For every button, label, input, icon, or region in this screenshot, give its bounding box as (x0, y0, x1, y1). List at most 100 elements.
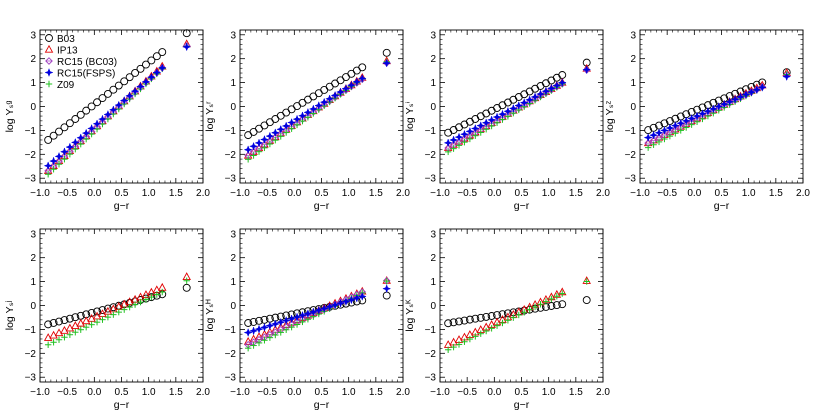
series-z09 (644, 71, 790, 151)
y-tick-label: −3 (625, 174, 637, 185)
data-point (643, 133, 653, 143)
y-tick-label: 0 (230, 102, 236, 113)
data-point (254, 324, 264, 334)
data-point (530, 92, 540, 102)
data-point (103, 89, 112, 98)
x-tick-label: 0.0 (287, 188, 301, 199)
data-point (681, 116, 691, 126)
data-point (357, 73, 367, 83)
data-point (547, 302, 556, 310)
data-point (341, 297, 351, 307)
data-point (287, 314, 297, 324)
y-tick-label: 3 (30, 30, 36, 41)
x-tick-label: 2.0 (596, 387, 610, 398)
data-point (135, 81, 146, 92)
series-rc15-fsps- (243, 284, 392, 338)
x-tick-label: 2.0 (396, 188, 410, 199)
chart-panel-6: −1.0 −0.5 0.0 0.5 1.0 1.5 2.0 −3 −2 −1 0 1 2 3 g−r log … (204, 228, 410, 411)
chart-panel-3: −1.0 −0.5 0.0 0.5 1.0 1.5 2.0 −3 −2 −1 0 1 2 3 g−r log … (404, 29, 610, 212)
x-tick-label: −1.0 (30, 188, 50, 199)
data-point (542, 79, 550, 88)
x-tick-label: 1.5 (169, 387, 183, 398)
data-point (687, 113, 697, 123)
data-point (152, 52, 161, 61)
data-point (158, 48, 167, 57)
y-tick-label: 0 (30, 102, 36, 113)
data-point (676, 118, 686, 128)
x-tick-label: 2.0 (196, 188, 210, 199)
data-point (665, 123, 675, 133)
data-point (287, 118, 297, 128)
x-tick-label: 0.5 (315, 387, 329, 398)
y-tick-label: 2 (30, 253, 36, 264)
data-point (325, 302, 335, 312)
data-point (782, 72, 792, 82)
data-point (109, 85, 118, 94)
data-point (303, 309, 313, 319)
data-point (498, 101, 507, 110)
data-point (130, 86, 140, 96)
x-tick-label: 2.0 (596, 188, 610, 199)
x-tick-label: 1.5 (169, 188, 183, 199)
y-tick-label: −1 (25, 325, 37, 336)
y-tick-label: 2 (430, 253, 436, 264)
data-point (44, 135, 53, 144)
data-point (146, 72, 156, 82)
data-point (503, 309, 512, 318)
data-point (352, 77, 362, 87)
y-tick-label: 0 (630, 102, 636, 113)
legend-label: Z09 (57, 80, 75, 91)
data-point (108, 105, 118, 115)
data-point (460, 120, 469, 129)
data-point (49, 156, 59, 166)
data-point (746, 87, 756, 97)
data-point (70, 137, 80, 147)
data-point (303, 107, 313, 117)
data-point (76, 318, 86, 327)
data-point (92, 311, 102, 320)
data-point (125, 73, 134, 82)
data-point (487, 312, 496, 320)
data-point (49, 330, 58, 339)
data-point (546, 83, 556, 93)
chart-panel-4: −1.0 −0.5 0.0 0.5 1.0 1.5 2.0 −3 −2 −1 0 1 2 3 g−r log … (604, 29, 810, 212)
data-point (493, 104, 501, 112)
data-point (531, 84, 540, 93)
legend-marker (45, 34, 53, 42)
data-point (482, 109, 491, 118)
data-point (470, 123, 480, 134)
data-point (382, 284, 392, 294)
data-point (82, 106, 91, 115)
y-tick-label: 2 (630, 54, 636, 65)
data-point (55, 127, 63, 136)
data-point (443, 138, 453, 148)
data-point (255, 316, 263, 325)
legend-label: B03 (57, 34, 75, 45)
x-tick-label: 1.0 (142, 387, 156, 398)
y-tick-label: 1 (30, 277, 36, 288)
x-tick-label: 2.0 (796, 188, 810, 199)
data-point (582, 65, 592, 75)
y-tick-label: 3 (230, 229, 236, 240)
y-tick-label: −3 (425, 373, 437, 384)
y-tick-label: 2 (430, 54, 436, 65)
data-point (455, 317, 463, 326)
x-tick-label: 0.5 (315, 188, 329, 199)
data-point (582, 296, 591, 305)
data-point (87, 314, 96, 322)
data-point (757, 82, 767, 92)
y-axis-label: log Υₛᶻ (604, 100, 616, 132)
y-tick-label: −3 (225, 373, 237, 384)
series-b03 (644, 68, 791, 135)
data-point (55, 317, 63, 326)
y-tick-label: 1 (230, 277, 236, 288)
y-tick-label: −2 (225, 150, 237, 161)
data-point (382, 48, 391, 57)
x-tick-label: −0.5 (457, 188, 477, 199)
data-point (330, 300, 340, 310)
y-tick-label: −2 (225, 349, 237, 360)
x-tick-label: −0.5 (57, 387, 77, 398)
legend-marker (44, 67, 54, 78)
data-point (87, 308, 96, 317)
